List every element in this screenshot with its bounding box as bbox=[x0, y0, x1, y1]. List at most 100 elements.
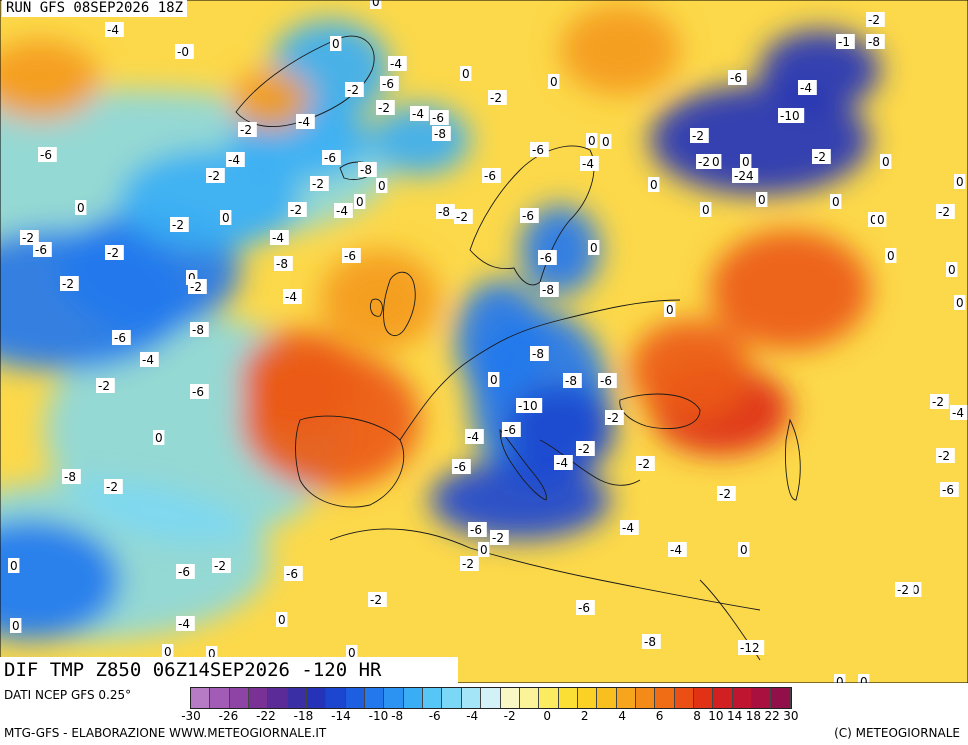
contour-label: -6 bbox=[430, 110, 449, 125]
map-title: DIF TMP Z850 06Z14SEP2026 -120 HR bbox=[0, 657, 458, 683]
svg-text:-2: -2 bbox=[897, 583, 909, 597]
contour-label: 0 bbox=[875, 212, 887, 227]
scale-swatch bbox=[597, 688, 617, 708]
contour-label: 0 bbox=[885, 248, 897, 263]
svg-text:-2: -2 bbox=[62, 277, 74, 291]
contour-label: -2 bbox=[812, 149, 831, 164]
contour-label: 0 bbox=[10, 618, 22, 633]
contour-label: -2 bbox=[376, 100, 395, 115]
svg-text:-2: -2 bbox=[932, 395, 944, 409]
scale-swatch bbox=[210, 688, 230, 708]
central-europe-cold-area bbox=[455, 280, 545, 400]
contour-label: -2 bbox=[690, 128, 709, 143]
contour-label: -10 bbox=[516, 398, 543, 413]
svg-text:-2: -2 bbox=[607, 411, 619, 425]
contour-label: -6 bbox=[380, 76, 399, 91]
scale-tick-label: 8 bbox=[693, 709, 701, 723]
contour-label: -2 bbox=[605, 410, 624, 425]
color-scale bbox=[190, 687, 792, 709]
svg-text:-4: -4 bbox=[412, 107, 424, 121]
central-europe-cold-area bbox=[520, 205, 600, 295]
scale-tick-label: -30 bbox=[181, 709, 201, 723]
svg-text:0: 0 bbox=[10, 559, 18, 573]
svg-text:0: 0 bbox=[356, 195, 364, 209]
svg-text:0: 0 bbox=[12, 619, 20, 633]
contour-label: -4 bbox=[668, 542, 687, 557]
scale-tick-label: -6 bbox=[428, 709, 441, 723]
svg-text:-4: -4 bbox=[800, 81, 812, 95]
svg-text:-6: -6 bbox=[192, 385, 204, 399]
scale-swatch bbox=[558, 688, 578, 708]
scale-tick-label: -22 bbox=[256, 709, 276, 723]
svg-text:0: 0 bbox=[860, 675, 868, 683]
svg-text:-6: -6 bbox=[432, 111, 444, 125]
svg-text:0: 0 bbox=[650, 178, 658, 192]
contour-label: -8 bbox=[866, 34, 885, 49]
contour-label: 0 bbox=[354, 194, 366, 209]
contour-label: -6 bbox=[728, 70, 747, 85]
coastline-caspian bbox=[785, 418, 801, 501]
svg-text:-4: -4 bbox=[272, 231, 284, 245]
svg-text:0: 0 bbox=[712, 155, 720, 169]
scale-swatch bbox=[423, 688, 443, 708]
contour-label: 0 bbox=[376, 178, 388, 193]
scale-swatch bbox=[365, 688, 385, 708]
contour-label: -6 bbox=[322, 150, 341, 165]
svg-text:-2: -2 bbox=[578, 442, 590, 456]
contour-label: -6 bbox=[342, 248, 361, 263]
contour-label: -8 bbox=[540, 282, 559, 297]
svg-text:-2: -2 bbox=[868, 13, 880, 27]
footer: DATI NCEP GFS 0.25° -30 -26 -22 -18 -14 -10 -8… bbox=[0, 683, 968, 745]
contour-label: 0 bbox=[880, 154, 892, 169]
scale-swatch bbox=[229, 688, 250, 708]
svg-text:0: 0 bbox=[956, 296, 964, 310]
contour-label: -2 bbox=[460, 556, 479, 571]
contour-label: 0 bbox=[648, 177, 660, 192]
scale-swatch bbox=[674, 688, 694, 708]
svg-text:-8: -8 bbox=[868, 35, 880, 49]
svg-text:0: 0 bbox=[188, 271, 196, 285]
scale-tick-label: 10 bbox=[708, 709, 724, 723]
contour-label: -8 bbox=[432, 126, 451, 141]
svg-text:-4: -4 bbox=[298, 115, 310, 129]
contour-label: 0 bbox=[868, 212, 880, 227]
contour-label: -4 bbox=[554, 455, 573, 470]
contour-label: -6 bbox=[112, 330, 131, 345]
scale-swatch bbox=[732, 688, 752, 708]
scale-swatch bbox=[519, 688, 540, 708]
contour-label: -4 bbox=[176, 616, 195, 631]
scale-tick-label: 22 bbox=[764, 709, 780, 723]
scale-tick-label: -10 bbox=[368, 709, 389, 723]
svg-text:-4: -4 bbox=[228, 153, 240, 167]
contour-label: -8 bbox=[62, 469, 81, 484]
contour-label: -4 bbox=[798, 80, 817, 95]
contour-label: -10 bbox=[778, 108, 805, 123]
coastlines bbox=[235, 35, 801, 661]
contour-label: -6 bbox=[452, 459, 471, 474]
contour-label: -2 bbox=[96, 378, 115, 393]
british-isles-warm-area bbox=[320, 250, 440, 350]
scale-tick-label: -4 bbox=[466, 709, 479, 723]
coastline-balkans bbox=[539, 439, 641, 486]
scale-swatch bbox=[326, 688, 346, 708]
contour-label: -6 bbox=[33, 242, 52, 257]
contour-label: -4 bbox=[465, 429, 484, 444]
contour-label: 0 bbox=[954, 174, 966, 189]
svg-text:-6: -6 bbox=[600, 374, 612, 388]
coastline-british-isles bbox=[369, 271, 416, 336]
contour-label: -6 bbox=[190, 384, 209, 399]
contour-label: 0 bbox=[370, 0, 382, 9]
scale-swatch bbox=[384, 688, 404, 708]
scale-swatch bbox=[616, 688, 636, 708]
svg-text:-4: -4 bbox=[582, 157, 594, 171]
svg-text:-6: -6 bbox=[942, 483, 954, 497]
contour-label: -4 bbox=[580, 156, 599, 171]
balkans-cold-area bbox=[430, 460, 610, 540]
scale-tick-label: 14 bbox=[726, 709, 743, 723]
svg-text:-6: -6 bbox=[324, 151, 336, 165]
svg-text:-4: -4 bbox=[670, 543, 682, 557]
scale-tick-label: 0 bbox=[543, 709, 551, 723]
scale-swatch bbox=[713, 688, 733, 708]
scale-tick-label: 30 bbox=[783, 709, 799, 723]
svg-text:-8: -8 bbox=[542, 283, 554, 297]
